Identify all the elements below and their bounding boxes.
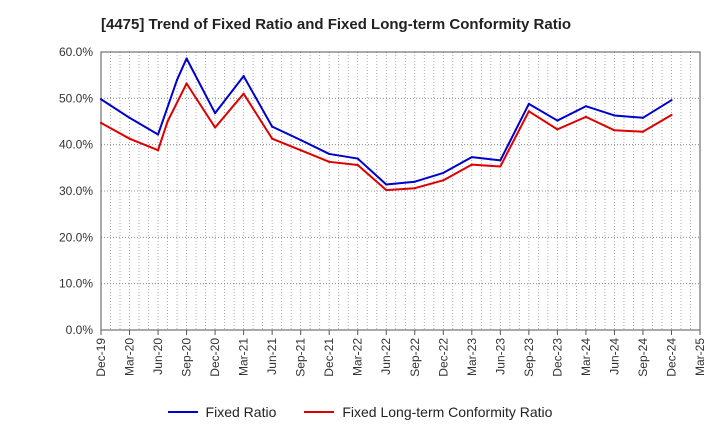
data-point-fixed-ratio	[299, 138, 302, 142]
data-point-fixed-long-term-conformity-ratio	[385, 188, 388, 192]
y-tick-label: 20.0%	[59, 230, 93, 244]
data-point-fixed-long-term-conformity-ratio	[641, 130, 645, 133]
data-point-fixed-ratio	[175, 78, 179, 81]
data-point-fixed-ratio	[128, 116, 131, 119]
data-point-fixed-ratio	[242, 74, 245, 78]
data-point-fixed-long-term-conformity-ratio	[242, 92, 245, 95]
grid-layer	[100, 51, 701, 331]
data-point-fixed-ratio	[670, 99, 673, 102]
data-point-fixed-long-term-conformity-ratio	[470, 163, 473, 166]
x-tick-label: Sep-21	[294, 338, 308, 377]
data-point-fixed-ratio	[99, 98, 103, 101]
data-point-fixed-long-term-conformity-ratio	[185, 82, 188, 85]
data-point-fixed-long-term-conformity-ratio	[527, 110, 530, 113]
data-point-fixed-ratio	[413, 180, 416, 183]
chart-title: [4475] Trend of Fixed Ratio and Fixed Lo…	[101, 16, 572, 33]
x-tick-label: Sep-23	[522, 338, 536, 377]
data-point-fixed-long-term-conformity-ratio	[556, 128, 559, 131]
x-tick-label: Jun-23	[493, 338, 507, 375]
data-point-fixed-long-term-conformity-ratio	[299, 149, 302, 152]
legend-swatch-fixed-ratio	[167, 411, 198, 413]
data-point-fixed-long-term-conformity-ratio	[613, 129, 616, 132]
plot-frame	[100, 51, 701, 331]
data-point-fixed-ratio	[613, 114, 616, 117]
axis-layer	[100, 51, 701, 335]
data-point-fixed-ratio	[470, 156, 473, 159]
label-layer: 0.0% 10.0% 20.0% 30.0% 40.0% 50.0% 60.0% Dec-19…	[59, 45, 707, 377]
x-tick-label: Mar-22	[351, 338, 365, 376]
x-tick-label: Jun-22	[379, 338, 393, 375]
data-point-fixed-long-term-conformity-ratio	[499, 165, 502, 168]
data-point-fixed-long-term-conformity-ratio	[99, 121, 103, 124]
y-tick-label: 60.0%	[59, 45, 93, 59]
y-tick-label: 30.0%	[59, 184, 93, 198]
data-point-fixed-ratio	[584, 105, 588, 108]
data-point-fixed-long-term-conformity-ratio	[213, 126, 217, 129]
y-tick-label: 40.0%	[59, 138, 93, 152]
data-point-fixed-long-term-conformity-ratio	[670, 113, 673, 117]
data-point-fixed-long-term-conformity-ratio	[356, 163, 359, 167]
legend-item-fixed-ratio: Fixed Ratio	[167, 404, 277, 420]
x-tick-label: Dec-24	[664, 338, 678, 377]
x-tick-label: Mar-24	[579, 338, 593, 376]
data-point-fixed-ratio	[328, 152, 331, 156]
data-point-fixed-long-term-conformity-ratio	[271, 137, 274, 140]
x-tick-label: Jun-24	[607, 338, 621, 375]
data-point-fixed-ratio	[499, 159, 502, 162]
x-tick-label: Dec-21	[322, 338, 336, 377]
x-tick-label: Mar-25	[693, 338, 707, 376]
x-tick-label: Sep-22	[408, 338, 422, 377]
legend-swatch-fixed-long-term-conformity-ratio	[304, 411, 335, 413]
data-point-fixed-long-term-conformity-ratio	[442, 179, 445, 182]
x-tick-label: Mar-21	[237, 338, 251, 376]
series-line-fixed-long-term-conformity-ratio	[100, 82, 672, 192]
y-tick-label: 10.0%	[59, 277, 93, 291]
data-point-fixed-long-term-conformity-ratio	[128, 137, 131, 140]
data-point-fixed-long-term-conformity-ratio	[413, 187, 416, 190]
data-point-fixed-ratio	[442, 171, 445, 175]
legend-item-fixed-long-term-conformity-ratio: Fixed Long-term Conformity Ratio	[304, 404, 552, 420]
data-point-fixed-ratio	[185, 57, 188, 60]
x-tick-label: Jun-20	[151, 338, 165, 375]
x-tick-label: Mar-20	[123, 338, 137, 376]
data-point-fixed-long-term-conformity-ratio	[166, 120, 169, 123]
plot-background	[101, 52, 700, 330]
x-tick-label: Dec-20	[208, 338, 222, 377]
y-tick-label: 50.0%	[59, 91, 93, 105]
x-tick-label: Dec-23	[550, 338, 564, 377]
series-layer	[99, 57, 673, 192]
data-point-fixed-ratio	[385, 183, 388, 186]
x-tick-label: Jun-21	[265, 338, 279, 375]
data-point-fixed-ratio	[271, 125, 274, 128]
x-tick-label: Sep-24	[636, 338, 650, 377]
x-tick-label: Sep-20	[180, 338, 194, 377]
data-point-fixed-ratio	[356, 157, 359, 160]
x-tick-label: Dec-22	[436, 338, 450, 377]
legend: Fixed Ratio Fixed Long-term Conformity R…	[0, 404, 720, 420]
data-point-fixed-long-term-conformity-ratio	[328, 160, 331, 163]
data-point-fixed-long-term-conformity-ratio	[156, 149, 160, 152]
y-tick-label: 0.0%	[66, 323, 94, 337]
x-tick-label: Mar-23	[465, 338, 479, 376]
data-point-fixed-ratio	[156, 133, 160, 136]
legend-label-fixed-ratio: Fixed Ratio	[205, 404, 277, 420]
x-tick-label: Dec-19	[94, 338, 108, 377]
data-point-fixed-long-term-conformity-ratio	[584, 115, 588, 118]
data-point-fixed-ratio	[641, 116, 645, 119]
legend-label-fixed-long-term-conformity-ratio: Fixed Long-term Conformity Ratio	[342, 404, 553, 420]
data-point-fixed-ratio	[213, 112, 217, 115]
data-point-fixed-ratio	[556, 119, 559, 122]
series-line-fixed-ratio	[100, 57, 673, 186]
data-point-fixed-ratio	[527, 102, 530, 105]
